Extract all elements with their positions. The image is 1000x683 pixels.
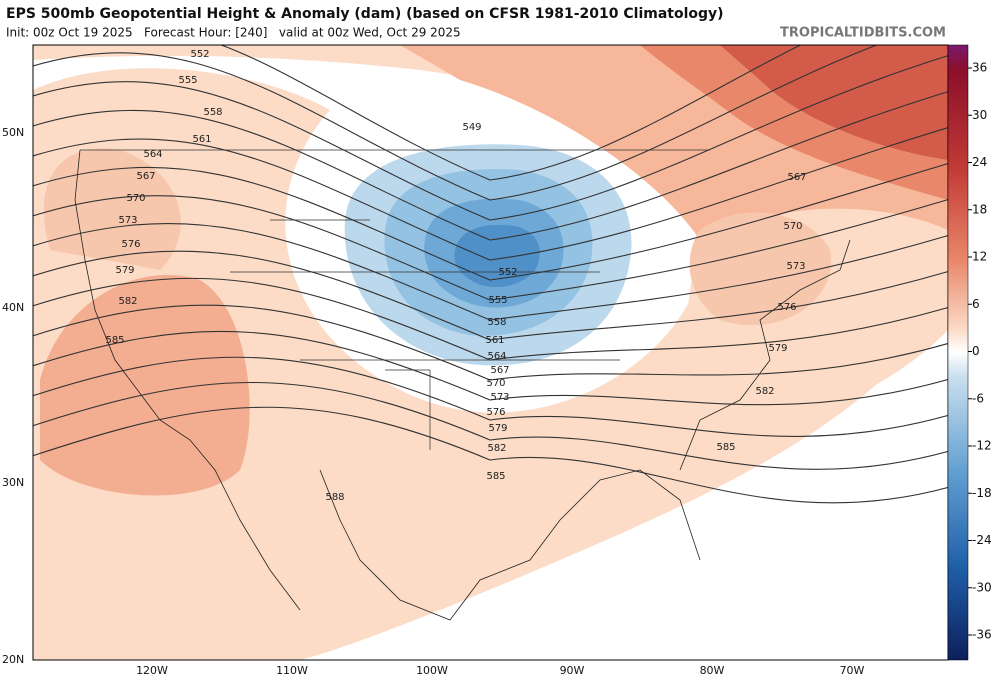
contour-label: 579 xyxy=(115,265,134,276)
contour-label: 576 xyxy=(777,302,796,313)
contour xyxy=(33,222,948,321)
warm-anomaly xyxy=(720,45,948,160)
contour-label: 576 xyxy=(121,239,140,250)
contour xyxy=(33,406,948,504)
contour xyxy=(33,91,948,241)
contour-label: 552 xyxy=(190,49,209,60)
colorbar-label: -30 xyxy=(972,580,992,594)
contour-label: 579 xyxy=(488,423,507,434)
contour-label: 573 xyxy=(118,215,137,226)
lon-label: 80W xyxy=(700,664,725,677)
colorbar-label: -18 xyxy=(972,486,992,500)
colorbar-label: -36 xyxy=(972,628,992,642)
warm-anomaly xyxy=(689,212,832,326)
contour xyxy=(33,330,948,406)
contour-label: 570 xyxy=(783,221,802,232)
contour-label: 573 xyxy=(786,261,805,272)
warm-anomaly xyxy=(40,274,250,496)
colorbar-label: -6 xyxy=(972,391,984,405)
lon-label: 100W xyxy=(416,664,448,677)
contour-label: 585 xyxy=(716,442,735,453)
subtitle: Init: 00z Oct 19 2025 Forecast Hour: [24… xyxy=(6,26,461,40)
lat-label: 40N xyxy=(2,301,24,314)
warm-anomaly xyxy=(33,45,948,420)
contour xyxy=(33,163,948,281)
map xyxy=(33,45,948,660)
contour-label: 561 xyxy=(192,134,211,145)
colorbar-label: 0 xyxy=(972,344,980,358)
lat-label: 30N xyxy=(2,476,24,489)
warm-anomaly xyxy=(43,148,181,270)
contour-label: 558 xyxy=(203,107,222,118)
cold-anomaly xyxy=(454,224,540,288)
title: EPS 500mb Geopotential Height & Anomaly … xyxy=(6,6,724,22)
contour-label: 570 xyxy=(126,193,145,204)
contour-label: 585 xyxy=(105,335,124,346)
contour xyxy=(33,45,879,201)
contour-label: 582 xyxy=(118,296,137,307)
lon-label: 110W xyxy=(276,664,308,677)
colorbar-label: 36 xyxy=(972,61,987,75)
contour-label: 579 xyxy=(768,343,787,354)
colorbar-label: 18 xyxy=(972,202,987,216)
colorbar-label: -24 xyxy=(972,533,992,547)
site-name: TROPICALTIDBITS.COM xyxy=(780,26,946,41)
contour-label: 564 xyxy=(143,149,162,160)
contour-label: 561 xyxy=(485,335,504,346)
borders xyxy=(80,149,710,450)
contour-label: 588 xyxy=(325,492,344,503)
contour xyxy=(219,45,802,181)
contour-label: 582 xyxy=(755,386,774,397)
contour-label: 564 xyxy=(487,351,506,362)
contour-label: 567 xyxy=(136,171,155,182)
colorbar-label: 24 xyxy=(972,155,987,169)
colorbar-label: 12 xyxy=(972,250,987,264)
labels: 552 555 558 561 564 567 570 573 576 579 582 585 588 5… xyxy=(2,49,992,677)
contour-label: 576 xyxy=(486,407,505,418)
contour-label: 555 xyxy=(488,295,507,306)
colorbar-label: 30 xyxy=(972,108,987,122)
warm-anomaly xyxy=(33,68,948,660)
contour-label: 582 xyxy=(487,443,506,454)
colorbar xyxy=(947,44,969,661)
contour xyxy=(33,356,948,437)
contour xyxy=(33,127,948,261)
lon-label: 90W xyxy=(560,664,585,677)
contour-label: 567 xyxy=(490,365,509,376)
contour xyxy=(33,382,948,470)
contour xyxy=(33,55,948,221)
contour-label: 573 xyxy=(490,392,509,403)
lat-label: 20N xyxy=(2,653,24,666)
contour xyxy=(33,304,948,381)
contour-label: 552 xyxy=(498,267,517,278)
contour-label: 570 xyxy=(486,378,505,389)
colorbar-label: -12 xyxy=(972,439,992,453)
contour-label: 555 xyxy=(178,75,197,86)
coastline xyxy=(74,149,851,621)
lat-label: 50N xyxy=(2,126,24,139)
contour-label: 549 xyxy=(462,122,481,133)
contour xyxy=(33,195,948,301)
contour-label: 567 xyxy=(787,172,806,183)
contour xyxy=(33,250,948,341)
contour-label: 558 xyxy=(487,317,506,328)
colorbar-label: 6 xyxy=(972,297,980,311)
contour-label: 585 xyxy=(486,471,505,482)
lon-label: 120W xyxy=(136,664,168,677)
lon-label: 70W xyxy=(840,664,865,677)
